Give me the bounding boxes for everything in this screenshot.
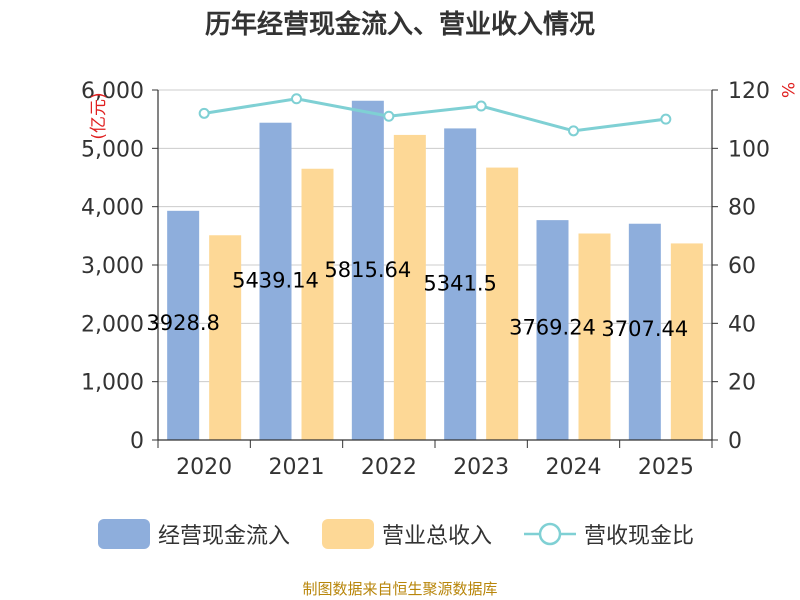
left-axis-tick-label: 4,000 <box>81 196 144 221</box>
x-axis-tick-label: 2023 <box>453 455 509 480</box>
ratio-point <box>291 93 302 105</box>
right-axis-tick-label: 40 <box>728 312 756 337</box>
bar-data-label: 5439.14 <box>232 269 319 293</box>
ratio-point <box>660 113 672 125</box>
x-axis-tick-label: 2022 <box>361 455 417 480</box>
bar-revenue <box>670 243 703 440</box>
bar-cash-inflow <box>351 100 384 440</box>
legend-item-ratio[interactable]: 营收现金比 <box>524 516 694 552</box>
legend-item-cash-inflow[interactable]: 经营现金流入 <box>98 516 290 552</box>
ratio-point <box>475 100 487 112</box>
bar-data-label: 3928.8 <box>146 311 219 335</box>
bar-cash-inflow <box>444 128 477 440</box>
data-labels: 3928.8 5439.14 5815.64 5341.5 3769.24 3707.44 <box>146 258 688 341</box>
x-axis-tick-label: 2020 <box>176 455 232 480</box>
bar-revenue <box>578 233 611 440</box>
grid-lines <box>158 89 712 383</box>
ratio-point <box>568 125 579 137</box>
bars <box>167 100 703 441</box>
right-axis-tick-label: 80 <box>728 196 756 221</box>
x-axis-tick-label: 2021 <box>269 455 325 480</box>
axes: 0 0 1,000 20 2,000 40 3,000 60 4,000 80 5,000 100 6,… <box>81 79 797 480</box>
left-axis-unit-label: (亿元) <box>89 92 109 139</box>
bar-revenue <box>393 134 426 440</box>
legend-swatch-cash-inflow <box>98 519 150 549</box>
x-axis-tick-label: 2025 <box>638 455 694 480</box>
legend-label-cash-inflow: 经营现金流入 <box>158 524 291 549</box>
bar-data-label: 5815.64 <box>324 258 411 282</box>
left-axis-tick-label: 5,000 <box>81 137 144 162</box>
bar-cash-inflow <box>167 210 200 440</box>
ratio-series-line <box>203 97 667 133</box>
right-axis-tick-label: 0 <box>728 429 742 454</box>
right-axis-tick-label: 120 <box>728 79 770 104</box>
right-axis-tick-label: 100 <box>728 137 770 162</box>
bar-data-label: 5341.5 <box>423 271 496 295</box>
left-axis-tick-label: 6,000 <box>81 79 144 104</box>
bar-revenue <box>301 168 334 440</box>
x-axis-tick-label: 2024 <box>546 455 602 480</box>
left-axis-tick-label: 0 <box>130 429 144 454</box>
bar-cash-inflow <box>628 223 661 440</box>
left-axis-tick-label: 1,000 <box>81 371 144 396</box>
bar-data-label: 3769.24 <box>509 315 596 339</box>
legend-item-revenue[interactable]: 营业总收入 <box>322 516 492 552</box>
source-footer: 制图数据来自恒生聚源数据库 <box>302 580 498 598</box>
bar-revenue <box>209 235 242 440</box>
left-axis-tick-label: 2,000 <box>81 312 144 337</box>
ratio-point <box>198 107 210 119</box>
right-axis-tick-label: 60 <box>728 254 756 279</box>
right-axis-tick-label: 20 <box>728 371 756 396</box>
chart-title: 历年经营现金流入、营业收入情况 <box>204 10 595 40</box>
ratio-line <box>198 93 672 137</box>
bar-data-label: 3707.44 <box>601 317 688 341</box>
bar-cash-inflow <box>536 220 569 440</box>
legend-line-marker-icon <box>524 522 576 546</box>
left-axis-tick-label: 3,000 <box>81 254 144 279</box>
legend-label-ratio: 营收现金比 <box>584 524 695 549</box>
bar-cash-inflow <box>259 122 292 441</box>
legend-label-revenue: 营业总收入 <box>382 524 493 549</box>
bar-revenue <box>486 167 519 441</box>
right-axis-unit-label: % <box>777 82 797 98</box>
legend-swatch-revenue <box>322 519 374 549</box>
ratio-point <box>383 110 395 122</box>
